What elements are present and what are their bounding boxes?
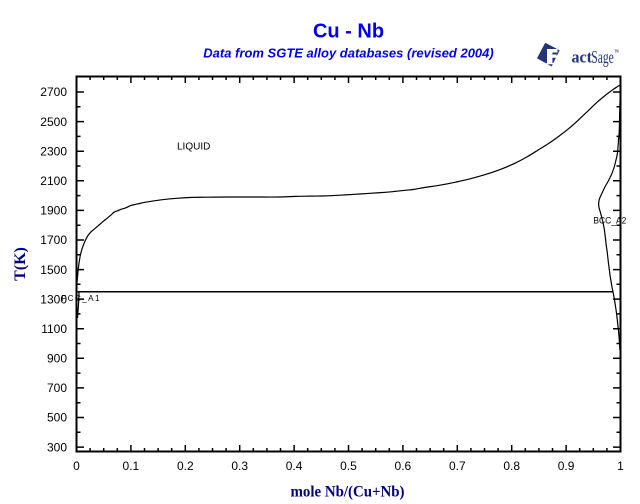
svg-text:0.7: 0.7: [449, 459, 466, 473]
svg-text:0.8: 0.8: [503, 459, 520, 473]
svg-text:FCC_A1: FCC_A1: [61, 294, 101, 303]
svg-text:mole Nb/(Cu+Nb): mole Nb/(Cu+Nb): [291, 484, 405, 501]
svg-text:0.1: 0.1: [123, 459, 140, 473]
svg-text:900: 900: [47, 352, 67, 366]
svg-text:0.9: 0.9: [558, 459, 575, 473]
svg-text:Data from SGTE alloy databases: Data from SGTE alloy databases (revised …: [203, 46, 493, 61]
svg-text:2500: 2500: [40, 115, 67, 129]
svg-text:TM: TM: [614, 49, 619, 54]
svg-text:700: 700: [47, 381, 67, 395]
svg-text:1300: 1300: [40, 292, 67, 306]
svg-text:1700: 1700: [40, 233, 67, 247]
svg-text:2700: 2700: [40, 85, 67, 99]
svg-text:500: 500: [47, 411, 67, 425]
svg-text:LIQUID: LIQUID: [177, 142, 210, 153]
svg-text:0: 0: [73, 459, 80, 473]
svg-text:300: 300: [47, 440, 67, 454]
svg-text:1900: 1900: [40, 204, 67, 218]
svg-text:0.3: 0.3: [231, 459, 248, 473]
svg-text:1500: 1500: [40, 263, 67, 277]
svg-text:T(K): T(K): [12, 247, 29, 281]
svg-text:0.5: 0.5: [340, 459, 357, 473]
svg-text:0.4: 0.4: [286, 459, 303, 473]
svg-text:2300: 2300: [40, 144, 67, 158]
svg-text:2100: 2100: [40, 174, 67, 188]
svg-text:0.2: 0.2: [177, 459, 194, 473]
svg-text:0.6: 0.6: [395, 459, 412, 473]
svg-text:BCC_A2: BCC_A2: [593, 216, 626, 226]
svg-text:act: act: [572, 47, 593, 66]
svg-text:Sage: Sage: [591, 47, 614, 67]
svg-text:Cu - Nb: Cu - Nb: [313, 21, 384, 43]
svg-text:1100: 1100: [41, 322, 67, 336]
svg-text:1: 1: [617, 459, 624, 473]
